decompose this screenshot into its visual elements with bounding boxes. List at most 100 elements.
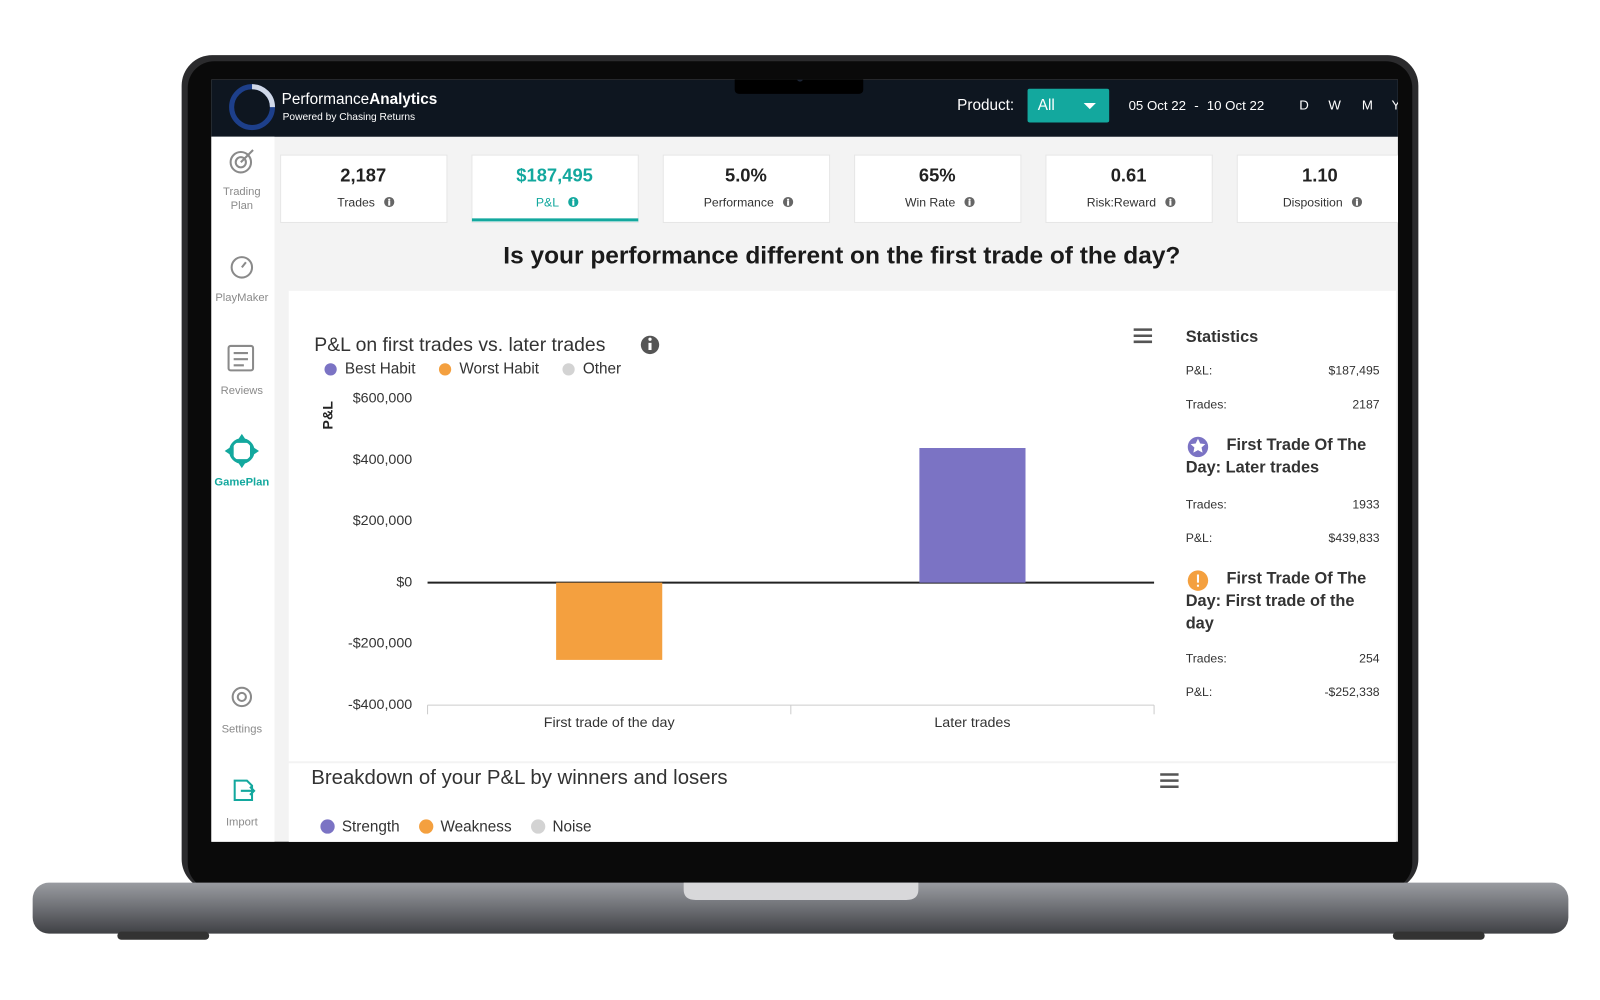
sidebar-label[interactable]: GamePlan [214, 477, 269, 489]
kpi-value: 1.10 [1302, 164, 1338, 185]
sidebar-icons [224, 149, 259, 802]
kpi-label: P&L [536, 195, 559, 209]
camera [797, 79, 803, 82]
chart-title: P&L on first trades vs. later trades [314, 334, 605, 356]
sidebar [211, 136, 275, 842]
info-icon [787, 201, 790, 206]
y-tick-label: -$400,000 [348, 697, 412, 713]
stat-label: Trades: [1186, 651, 1227, 665]
kpi-value: 2,187 [340, 164, 386, 185]
icon-reviews [227, 344, 255, 372]
product-dropdown[interactable] [1027, 88, 1110, 123]
camera-notch [734, 79, 864, 94]
kpi-value: 0.61 [1111, 164, 1147, 185]
info-icon [648, 342, 652, 350]
stat-value: $439,833 [1329, 531, 1380, 545]
kpi-card[interactable]: $187,495 P&L [471, 154, 639, 223]
kpi-card-bg [1236, 154, 1398, 223]
sidebar-label[interactable]: Plan [231, 200, 253, 212]
y-tick-label: $200,000 [353, 513, 413, 529]
breakdown-menu[interactable] [1160, 773, 1179, 789]
kpi-card-bg [854, 154, 1022, 223]
stat-label: P&L: [1186, 685, 1213, 699]
sidebar-label[interactable]: Reviews [221, 385, 264, 397]
bar [556, 582, 663, 660]
icon-stopwatch [230, 256, 254, 279]
info-icon [1169, 201, 1172, 206]
logo-arc [251, 84, 275, 108]
period-option[interactable]: W [1328, 98, 1341, 113]
legend-marker[interactable] [419, 819, 434, 834]
sidebar-label[interactable]: PlayMaker [215, 292, 268, 304]
info-icon [1169, 198, 1172, 201]
chart-menu[interactable] [1133, 328, 1153, 344]
sidebar-label[interactable]: Settings [222, 724, 263, 736]
screen: PerformanceAnalytics Powered by Chasing … [211, 79, 1403, 842]
info-icon [1355, 201, 1358, 206]
kpi-card[interactable]: 5.0% Performance [662, 154, 831, 223]
date-from: 05 Oct 22 [1129, 98, 1186, 113]
kpi-card[interactable]: 2,187 Trades [280, 154, 448, 223]
date-range[interactable]: 05 Oct 22-10 Oct 22 [1129, 98, 1265, 113]
legend-marker[interactable] [531, 819, 546, 834]
stat-label: Trades: [1186, 397, 1227, 411]
stat-group-title: First Trade Of The Day: First trade of t… [1186, 570, 1367, 632]
legend-label[interactable]: Other [583, 360, 621, 377]
kpi-card-bg [471, 154, 639, 223]
icon-settings [231, 686, 253, 708]
y-tick-label: $0 [396, 574, 412, 590]
info-icon [786, 198, 790, 201]
app-title: PerformanceAnalytics [282, 91, 438, 108]
kpi-value: 5.0% [725, 164, 767, 185]
legend-label[interactable]: Best Habit [345, 360, 416, 377]
legend-marker[interactable] [320, 819, 335, 834]
legend-marker[interactable] [324, 363, 337, 376]
period-option[interactable]: Y [1391, 98, 1400, 113]
sidebar-label[interactable]: Import [226, 816, 259, 828]
sidebar-label[interactable]: Trading [223, 186, 261, 198]
stats-title: Statistics [1186, 328, 1259, 346]
y-tick-label: -$200,000 [348, 636, 412, 652]
product-value[interactable]: All [1038, 97, 1055, 114]
info-icon [648, 337, 652, 341]
legend-label[interactable]: Noise [552, 819, 591, 836]
legend-label[interactable]: Strength [342, 819, 400, 836]
info-icon[interactable] [640, 335, 660, 355]
bar [919, 448, 1026, 583]
stat-value: 254 [1359, 651, 1380, 665]
x-tick-label: Later trades [934, 715, 1010, 731]
stat-value: -$252,338 [1324, 685, 1379, 699]
kpi-card[interactable]: 65% Win Rate [854, 154, 1022, 223]
stat-group-icon [1196, 584, 1199, 587]
kpi-card[interactable]: 1.10 Disposition [1236, 154, 1403, 223]
period-option[interactable]: M [1362, 98, 1373, 113]
kpi-value: 65% [919, 164, 956, 185]
info-icon [388, 198, 391, 201]
base-notch [683, 882, 919, 900]
app-title-bold: Analytics [369, 91, 437, 108]
legend-marker[interactable] [562, 363, 575, 376]
legend-marker[interactable] [438, 363, 452, 376]
y-tick-label: $600,000 [353, 391, 413, 407]
kpi-card-bg [280, 154, 448, 223]
legend-label[interactable]: Worst Habit [459, 360, 539, 377]
stat-label: P&L: [1186, 364, 1213, 378]
info-icon [968, 198, 971, 201]
breakdown-panel [288, 763, 1396, 842]
dropdown-arrow [1083, 103, 1096, 110]
kpi-label: Disposition [1283, 195, 1343, 209]
kpi-active-underline [471, 218, 639, 222]
icon-target [234, 156, 247, 169]
kpi-card[interactable]: 0.61 Risk:Reward [1045, 154, 1213, 223]
y-tick-label: $400,000 [353, 452, 413, 468]
kpi-label: Performance [704, 195, 774, 209]
date-to: 10 Oct 22 [1207, 98, 1264, 113]
legend-label[interactable]: Weakness [440, 819, 511, 836]
period-option[interactable]: D [1299, 98, 1309, 113]
icon-import [240, 786, 256, 796]
info-icon [1355, 198, 1359, 201]
stat-label: P&L: [1186, 531, 1213, 545]
foot [117, 931, 210, 940]
question: Is your performance different on the fir… [503, 243, 1180, 270]
